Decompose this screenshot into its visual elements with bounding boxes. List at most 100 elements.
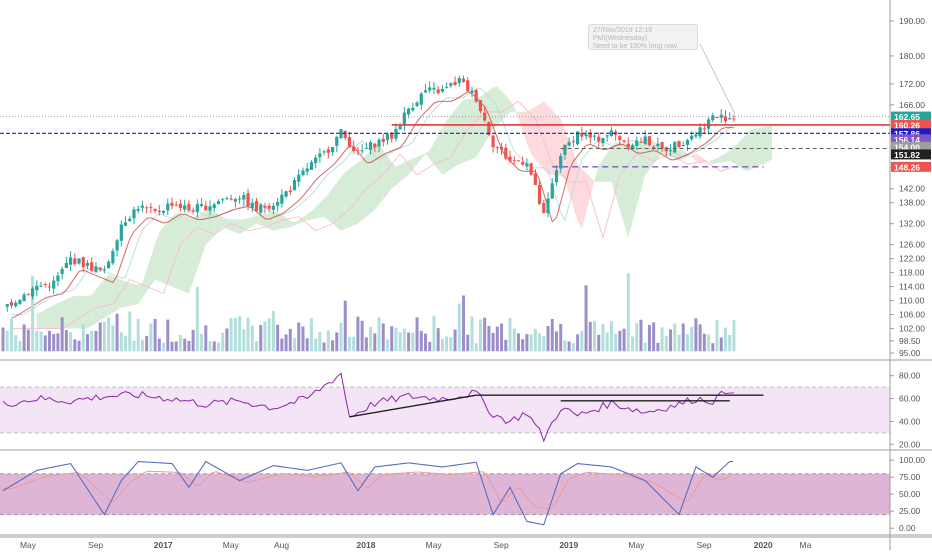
volume-bar <box>178 334 182 352</box>
ichimoku-cloud-segment <box>248 216 253 229</box>
candle-body <box>664 147 668 152</box>
volume-bar <box>81 324 85 352</box>
candle-body <box>191 210 195 212</box>
time-tick-label: May <box>426 540 443 550</box>
price-tick-label: 132.00 <box>899 219 925 229</box>
volume-bar <box>462 295 466 352</box>
ichimoku-cloud-segment <box>463 99 468 163</box>
time-tick-label: May <box>223 540 240 550</box>
volume-bar <box>187 340 191 352</box>
ichimoku-cloud-segment <box>345 168 350 229</box>
ichimoku-cloud-segment <box>501 91 506 121</box>
volume-bar <box>609 320 613 352</box>
volume-bar <box>631 336 635 352</box>
volume-bar <box>326 330 330 352</box>
ichimoku-cloud-segment <box>180 214 185 292</box>
volume-bar <box>208 341 212 352</box>
volume-bar <box>102 321 106 352</box>
ichimoku-cloud-segment <box>155 232 160 282</box>
ichimoku-cloud-segment <box>201 210 206 257</box>
candle-body <box>702 128 706 130</box>
ichimoku-cloud-segment <box>167 216 172 287</box>
volume-bar <box>415 317 419 352</box>
candle-body <box>102 269 106 271</box>
volume-bar <box>601 323 605 352</box>
rsi-trendline <box>349 394 477 418</box>
volume-bar <box>466 334 470 352</box>
candle-body <box>246 193 250 207</box>
volume-bar <box>669 329 673 352</box>
candle-body <box>630 144 635 148</box>
ichimoku-cloud-segment <box>425 150 430 160</box>
volume-bar <box>449 337 453 352</box>
ichimoku-cloud-segment <box>586 173 591 213</box>
chart-annotation-note[interactable]: 27/Nov/2019 12:16 PMI(Wednesday) Need to… <box>588 24 698 50</box>
candle-body <box>52 280 56 289</box>
volume-bar <box>267 318 271 352</box>
candle-body <box>199 204 204 207</box>
ichimoku-cloud-segment <box>100 278 105 321</box>
candle-body <box>157 210 161 212</box>
ichimoku-cloud-segment <box>717 155 722 164</box>
candle-body <box>364 147 368 149</box>
ichimoku-cloud-segment <box>708 159 713 165</box>
ichimoku-cloud-segment <box>590 177 595 197</box>
rsi-tick-label: 40.00 <box>899 416 921 426</box>
ichimoku-cloud-segment <box>518 111 523 131</box>
candle-body <box>377 139 381 147</box>
candle-body <box>732 118 736 120</box>
candle-body <box>728 118 732 120</box>
ichimoku-cloud-segment <box>412 156 418 170</box>
price-label-text: 157.86 <box>894 129 920 139</box>
volume-bar <box>504 339 508 352</box>
ichimoku-cloud-segment <box>738 138 743 169</box>
volume-bar <box>18 341 22 352</box>
candle-body <box>373 143 377 148</box>
volume-bar <box>225 328 229 352</box>
volume-bar <box>516 333 520 352</box>
price-label-text: 162.65 <box>894 112 920 122</box>
ichimoku-cloud-segment <box>750 128 756 170</box>
stoch-tick-label: 75.00 <box>899 472 921 482</box>
candle-body <box>470 90 474 93</box>
candle-body <box>381 138 385 142</box>
candle-body <box>495 147 499 149</box>
ichimoku-cloud-segment <box>767 125 772 162</box>
candle-body <box>711 115 715 121</box>
ichimoku-cloud-segment <box>353 162 358 226</box>
candle-body <box>187 204 191 211</box>
volume-bar <box>643 342 647 352</box>
candle-body <box>81 257 85 268</box>
volume-bar <box>381 323 385 352</box>
volume-bar <box>440 338 444 352</box>
candle-body <box>449 83 453 86</box>
volume-bar <box>309 318 313 352</box>
ichimoku-cloud-segment <box>239 219 244 235</box>
candle-body <box>322 151 326 153</box>
price-tick-label: 102.00 <box>899 324 925 334</box>
candle-body <box>166 203 170 211</box>
candle-body <box>677 140 681 148</box>
candle-body <box>508 156 512 162</box>
volume-bar <box>60 317 64 352</box>
candle-body <box>546 198 550 214</box>
ichimoku-cloud-segment <box>104 274 109 319</box>
time-tick-label: 2019 <box>559 540 578 550</box>
candle-body <box>204 205 208 211</box>
ichimoku-cloud-segment <box>455 104 460 167</box>
volume-bar <box>719 337 723 352</box>
volume-bar <box>483 317 487 352</box>
ichimoku-cloud-segment <box>332 182 337 228</box>
volume-bar <box>559 323 563 352</box>
rsi-pane[interactable]: 80.00 60.00 40.00 20.00 <box>0 371 921 450</box>
price-pane[interactable]: 190.00180.00172.00166.00160.00154.00148.… <box>0 16 931 358</box>
volume-bar <box>221 332 225 352</box>
stochastic-pane[interactable]: 100.00 75.00 50.00 25.00 0.00 <box>0 455 925 533</box>
candle-body <box>267 205 271 209</box>
volume-bar <box>398 332 402 352</box>
ichimoku-cloud-segment <box>446 115 451 173</box>
candle-body <box>47 286 52 288</box>
volume-bar <box>411 332 415 352</box>
candle-body <box>26 293 30 295</box>
